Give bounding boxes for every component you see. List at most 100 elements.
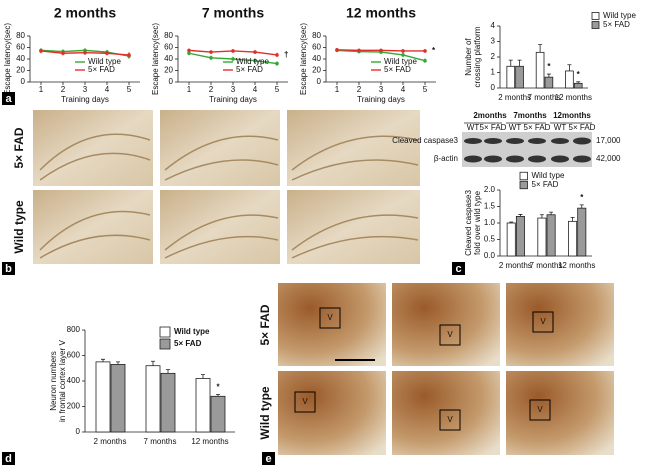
legend-swatch: [519, 180, 528, 190]
y-tick-label: 60: [164, 43, 173, 52]
chart-title: 7 months: [202, 5, 264, 21]
x-tick-label: 12 months: [191, 437, 228, 446]
x-tick-label: 2: [357, 85, 362, 94]
data-point: [423, 58, 427, 63]
y-tick-label: 20: [312, 66, 321, 75]
bar: [110, 364, 126, 433]
micrograph: [278, 371, 386, 455]
y-tick-label: 3: [491, 37, 496, 46]
data-point: [423, 49, 427, 53]
x-tick-label: 3: [231, 85, 236, 94]
x-tick-label: 3: [83, 85, 88, 94]
roi-label: V: [447, 330, 453, 339]
molecular-weight: 42,000: [596, 154, 621, 163]
legend-swatch: [591, 21, 600, 29]
bar: [535, 51, 545, 89]
bar: [573, 82, 583, 89]
error-bar: [579, 204, 584, 209]
bar: [195, 378, 211, 433]
x-tick-label: 1: [335, 85, 340, 94]
legend-label: Wild type: [236, 57, 269, 66]
bar: [515, 65, 524, 89]
y-tick-label: 20: [16, 66, 25, 75]
y-tick-label: 80: [16, 31, 25, 40]
blot-lane: WT: [467, 123, 480, 132]
error-bar: [576, 81, 581, 84]
panel-letter-bg: [262, 452, 275, 465]
roi-label: V: [540, 317, 546, 326]
roi-box: [532, 311, 554, 333]
blot-lane: WT: [554, 123, 567, 132]
error-bar: [116, 361, 120, 365]
legend-swatch: [159, 338, 171, 350]
data-point: [253, 50, 257, 54]
panel-letter: a: [5, 93, 12, 105]
blot-lane: WT: [509, 123, 522, 132]
significance: *: [547, 62, 551, 71]
x-tick-label: 5: [275, 85, 280, 94]
legend-label: Wild type: [384, 57, 417, 66]
panel-letter-bg: [452, 262, 465, 275]
y-tick-label: 0: [21, 77, 26, 86]
data-point: [357, 48, 361, 53]
panel-letter: c: [455, 263, 461, 275]
x-tick-label: 1: [187, 85, 192, 94]
error-bar: [570, 216, 575, 222]
molecular-weight: 17,000: [596, 136, 621, 145]
micrograph: [392, 371, 500, 455]
legend-label: Wild type: [603, 11, 636, 20]
panel-letter-bg: [2, 452, 15, 465]
panel-b-images: [33, 110, 420, 264]
legend-label: 5× FAD: [603, 20, 630, 29]
significance: *: [216, 382, 220, 391]
x-tick-label: 2 months: [499, 261, 532, 270]
data-point: [105, 51, 109, 56]
data-point: [379, 48, 383, 53]
x-tick-label: 4: [253, 85, 258, 94]
data-point: [275, 53, 279, 57]
error-bar: [549, 211, 554, 215]
y-tick-label: 1.0: [484, 218, 496, 227]
y-tick-label: 2: [491, 52, 496, 61]
y-tick-label: 200: [67, 402, 81, 411]
micrograph: [287, 110, 420, 186]
data-point: [335, 48, 339, 52]
error-bar: [166, 369, 170, 374]
bar: [210, 395, 226, 433]
micrograph: [287, 190, 420, 264]
x-tick-label: 4: [105, 85, 110, 94]
roi-box: [319, 307, 341, 329]
bar: [95, 361, 111, 433]
panel-letter-bg: [2, 262, 15, 275]
y-axis-label: Neuron numbers: [49, 351, 58, 411]
blot-lane: 5× FAD: [569, 123, 596, 132]
error-bar: [201, 374, 205, 379]
data-point: [39, 49, 43, 53]
blot-age: 2months: [473, 111, 507, 120]
y-tick-label: 40: [312, 54, 321, 63]
error-bar: [151, 360, 155, 366]
error-bar: [567, 64, 572, 71]
data-point: [187, 48, 191, 53]
bar: [160, 372, 176, 433]
blot-age: 7months: [513, 111, 547, 120]
y-tick-label: 20: [164, 66, 173, 75]
y-axis-label: Escape latency(sec): [151, 23, 160, 95]
bar: [546, 214, 556, 257]
significance: *: [432, 46, 436, 55]
data-point: [401, 49, 405, 53]
row-label: 5× FAD: [258, 304, 272, 345]
bar: [568, 220, 578, 257]
y-tick-label: 1: [491, 68, 496, 77]
micrograph: [506, 371, 614, 455]
x-tick-label: 4: [401, 85, 406, 94]
x-tick-label: 2 months: [498, 93, 531, 102]
x-tick-label: 2: [209, 85, 214, 94]
micrograph: [506, 283, 614, 366]
x-tick-label: 7 months: [528, 93, 561, 102]
legend-label: 5× FAD: [532, 180, 559, 189]
error-bar: [517, 59, 522, 67]
x-axis-label: Training days: [357, 95, 405, 104]
x-tick-label: 5: [423, 85, 428, 94]
